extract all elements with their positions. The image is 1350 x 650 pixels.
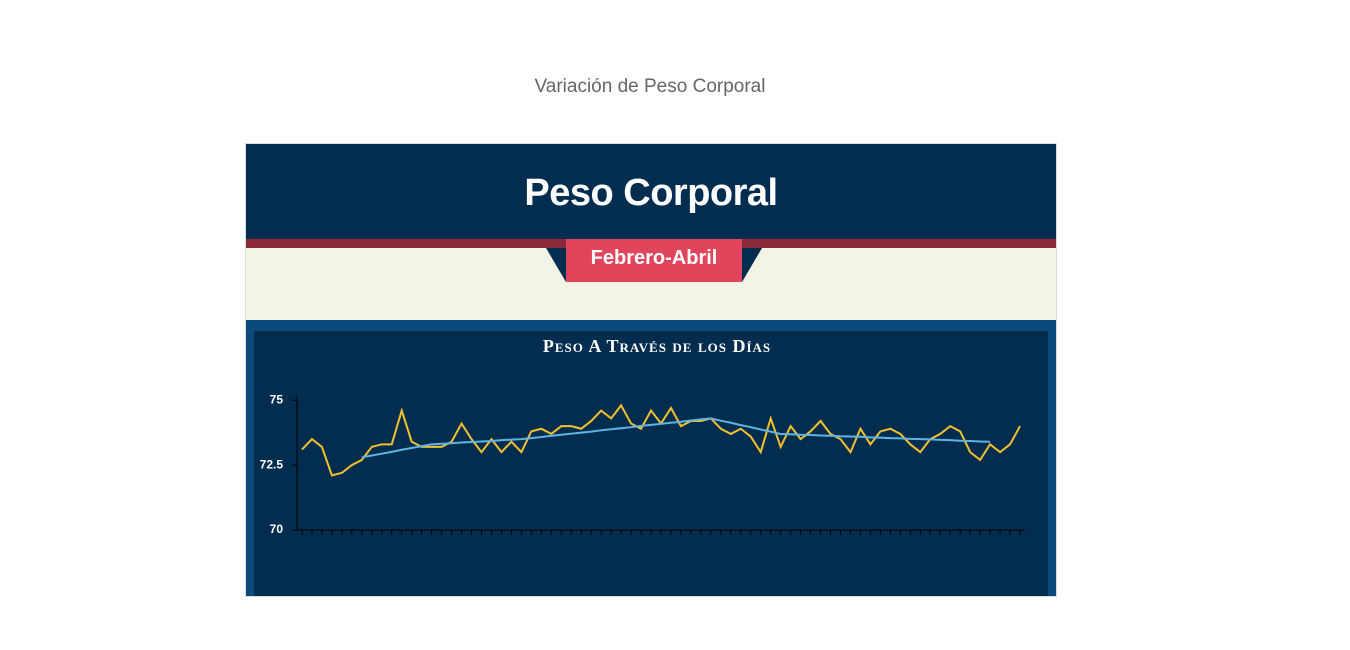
data-line — [301, 403, 1021, 477]
chart-title: Peso A Través de los Días — [543, 336, 771, 356]
infographic: Peso Corporal Febrero-Abril — [245, 143, 1057, 597]
chart: Peso A Través de los Días 70 72.5 75 — [260, 336, 1025, 536]
y-tick-label: 70 — [270, 522, 284, 536]
ribbon-flaps — [546, 248, 762, 282]
infographic-title: Peso Corporal — [246, 144, 1056, 239]
page-heading: Variación de Peso Corporal — [534, 76, 766, 97]
data-line — [361, 417, 991, 459]
ribbon: Febrero-Abril — [566, 239, 742, 282]
y-tick-label: 75 — [270, 392, 284, 406]
chart-panel — [254, 331, 1048, 596]
y-tick-label: 72.5 — [260, 457, 284, 471]
